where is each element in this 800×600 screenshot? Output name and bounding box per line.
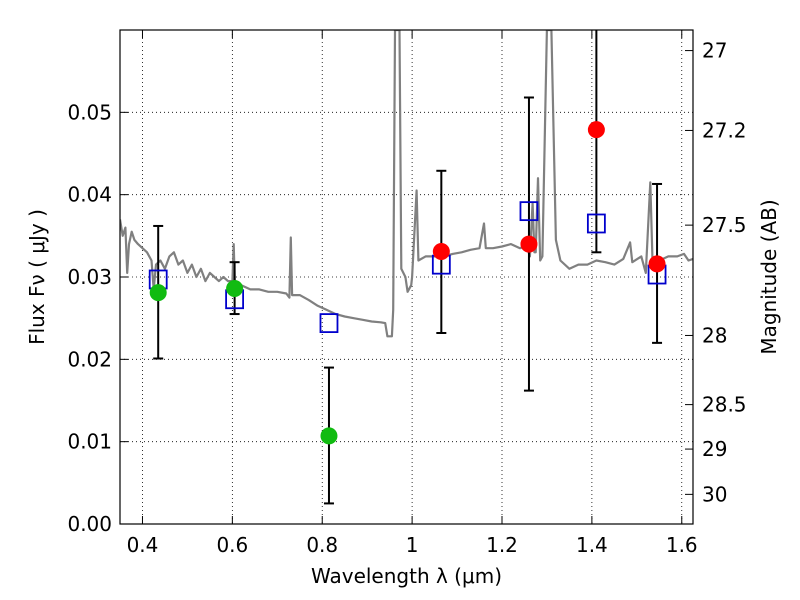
red-data-point bbox=[587, 121, 605, 139]
x-tick-label: 0.6 bbox=[216, 533, 248, 557]
y-tick-label: 0.00 bbox=[67, 512, 112, 536]
series-layer bbox=[120, 30, 693, 338]
y2-axis-label: Magnitude (AB) bbox=[757, 199, 781, 354]
model-square-point bbox=[519, 201, 539, 222]
y-tick-label: 0.03 bbox=[67, 265, 112, 289]
model-square-point bbox=[586, 213, 606, 234]
red-data-point bbox=[648, 255, 666, 273]
y2-tick-label: 27.5 bbox=[702, 213, 747, 237]
axes: 0.4 0.6 0.8 1 1.2 1.4 1.6 0.00 0.01 0.02 0.03 0.04 0… bbox=[67, 29, 747, 557]
red-data-point bbox=[520, 235, 538, 253]
y2-tick-label: 29 bbox=[702, 437, 727, 461]
green-data-point bbox=[320, 427, 338, 445]
y-tick-label: 0.02 bbox=[67, 347, 112, 371]
y-axis-label: Flux Fν ( μJy ) bbox=[25, 209, 49, 345]
y-tick-label: 0.05 bbox=[67, 100, 112, 124]
y2-tick-label: 27.2 bbox=[702, 118, 747, 142]
x-tick-label: 0.8 bbox=[306, 533, 338, 557]
x-tick-label: 0.4 bbox=[127, 533, 159, 557]
red-data-point bbox=[432, 242, 450, 260]
template-spectrum-line bbox=[120, 30, 693, 338]
x-tick-label: 1.6 bbox=[666, 533, 698, 557]
y2-tick-label: 30 bbox=[702, 482, 727, 506]
y2-tick-label: 28 bbox=[702, 323, 727, 347]
y-tick-label: 0.01 bbox=[67, 430, 112, 454]
overflow-layer bbox=[148, 30, 667, 505]
x-axis-label: Wavelength λ (μm) bbox=[311, 564, 502, 588]
model-square-point bbox=[319, 313, 339, 334]
x-tick-label: 1.4 bbox=[576, 533, 608, 557]
y-tick-label: 0.04 bbox=[67, 183, 112, 207]
y2-tick-label: 28.5 bbox=[702, 393, 747, 417]
green-data-point bbox=[226, 280, 244, 298]
x-tick-label: 1.2 bbox=[486, 533, 518, 557]
y2-tick-label: 27 bbox=[702, 39, 727, 63]
x-tick-label: 1 bbox=[406, 533, 419, 557]
plot-frame bbox=[119, 29, 694, 525]
green-data-point bbox=[149, 284, 167, 302]
